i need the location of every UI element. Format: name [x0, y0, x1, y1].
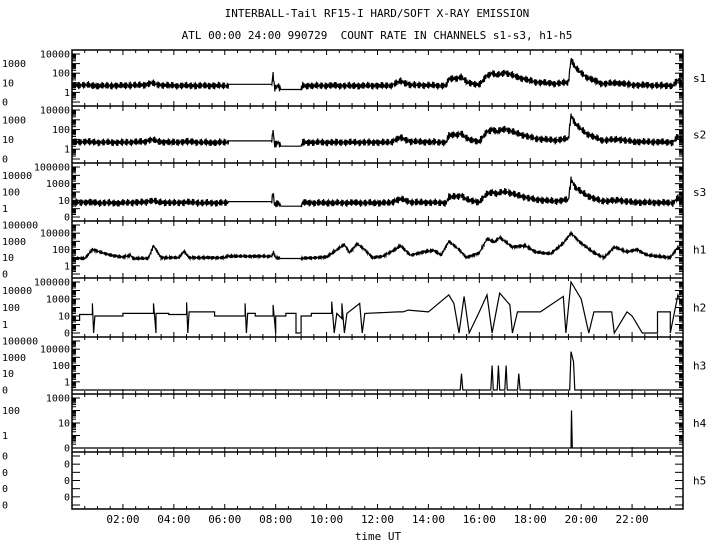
panel-label-s1: s1 [693, 72, 706, 85]
panel-label-h3: h3 [693, 360, 706, 373]
y-tick-label: 10 [2, 253, 14, 264]
x-tick-label: 18:00 [514, 513, 547, 526]
y-tick-label: 100 [52, 361, 70, 372]
y-tick-label: 100000 [2, 221, 38, 232]
x-tick-label: 12:00 [361, 513, 394, 526]
y-tick-label: 0 [64, 492, 70, 503]
x-axis-label: time UT [354, 530, 402, 543]
y-tick-label: 1000 [46, 394, 70, 405]
panel-label-h5: h5 [693, 475, 706, 488]
y-tick-label: 0 [2, 501, 8, 512]
y-tick-label: 1 [2, 320, 8, 331]
y-tick-label: 1 [64, 261, 70, 272]
y-tick-label: 0 [2, 155, 8, 166]
series-line-s2 [71, 113, 684, 148]
series-line-h3 [72, 351, 683, 391]
y-tick-label: 1 [64, 377, 70, 388]
y-tick-label: 10 [58, 312, 70, 323]
y-tick-label: 10000 [40, 106, 70, 117]
y-tick-label: 1 [2, 204, 8, 215]
y-tick-label: 1 [2, 431, 8, 442]
y-tick-label: 10000 [40, 345, 70, 356]
series-line-h2 [72, 280, 684, 336]
y-tick-label: 0 [2, 98, 8, 109]
y-tick-label: 100 [2, 406, 20, 417]
y-tick-label: 0 [64, 460, 70, 471]
y-tick-label: 100000 [34, 278, 70, 289]
panel-label-h1: h1 [693, 244, 706, 257]
y-tick-label: 1 [64, 145, 70, 156]
y-tick-label: 100 [52, 69, 70, 80]
x-tick-label: 10:00 [310, 513, 343, 526]
y-tick-label: 10 [2, 369, 14, 380]
x-tick-label: 06:00 [208, 513, 241, 526]
y-tick-label: 1000 [46, 295, 70, 306]
y-tick-label: 10000 [2, 171, 32, 182]
y-tick-label: 10 [2, 135, 14, 146]
x-tick-label: 04:00 [157, 513, 190, 526]
y-tick-label: 100000 [34, 163, 70, 174]
y-tick-label: 1000 [2, 59, 26, 70]
x-tick-label: 08:00 [259, 513, 292, 526]
y-tick-label: 1000 [2, 353, 26, 364]
panel-label-h4: h4 [693, 417, 707, 430]
y-tick-label: 0 [2, 468, 8, 479]
y-tick-label: 10000 [40, 229, 70, 240]
y-tick-label: 1000 [2, 115, 26, 126]
panel-label-s2: s2 [693, 129, 706, 142]
y-tick-label: 0 [2, 386, 8, 397]
x-tick-label: 16:00 [463, 513, 496, 526]
y-tick-label: 0 [64, 213, 70, 224]
y-tick-label: 0 [64, 476, 70, 487]
x-tick-label: 22:00 [616, 513, 649, 526]
y-tick-label: 0 [2, 484, 8, 495]
chart-title: INTERBALL-Tail RF15-I HARD/SOFT X-RAY EM… [224, 7, 530, 20]
y-tick-label: 10 [58, 419, 70, 430]
y-tick-label: 100 [2, 303, 20, 314]
y-tick-label: 0 [64, 329, 70, 340]
y-tick-label: 10 [58, 196, 70, 207]
y-tick-label: 1 [64, 88, 70, 99]
y-tick-label: 100000 [2, 337, 38, 348]
y-tick-label: 10 [2, 78, 14, 89]
series-line-s1 [71, 57, 684, 92]
panel-label-s3: s3 [693, 186, 706, 199]
y-tick-label: 10000 [40, 50, 70, 61]
y-tick-label: 100 [52, 125, 70, 136]
y-tick-label: 0 [2, 452, 8, 463]
y-tick-label: 10000 [2, 286, 32, 297]
series-line-s3 [71, 176, 684, 208]
y-tick-label: 0 [64, 444, 70, 455]
y-tick-label: 0 [2, 270, 8, 281]
series-line-h4 [72, 410, 683, 449]
chart-subtitle: ATL 00:00 24:00 990729 COUNT RATE IN CHA… [181, 29, 573, 42]
x-tick-label: 14:00 [412, 513, 445, 526]
y-tick-label: 1000 [46, 179, 70, 190]
panel-label-h2: h2 [693, 302, 706, 315]
y-tick-label: 100 [52, 245, 70, 256]
x-tick-label: 02:00 [106, 513, 139, 526]
series-line-h1 [71, 231, 684, 262]
x-tick-label: 20:00 [565, 513, 598, 526]
y-tick-label: 1000 [2, 237, 26, 248]
y-tick-label: 100 [2, 188, 20, 199]
